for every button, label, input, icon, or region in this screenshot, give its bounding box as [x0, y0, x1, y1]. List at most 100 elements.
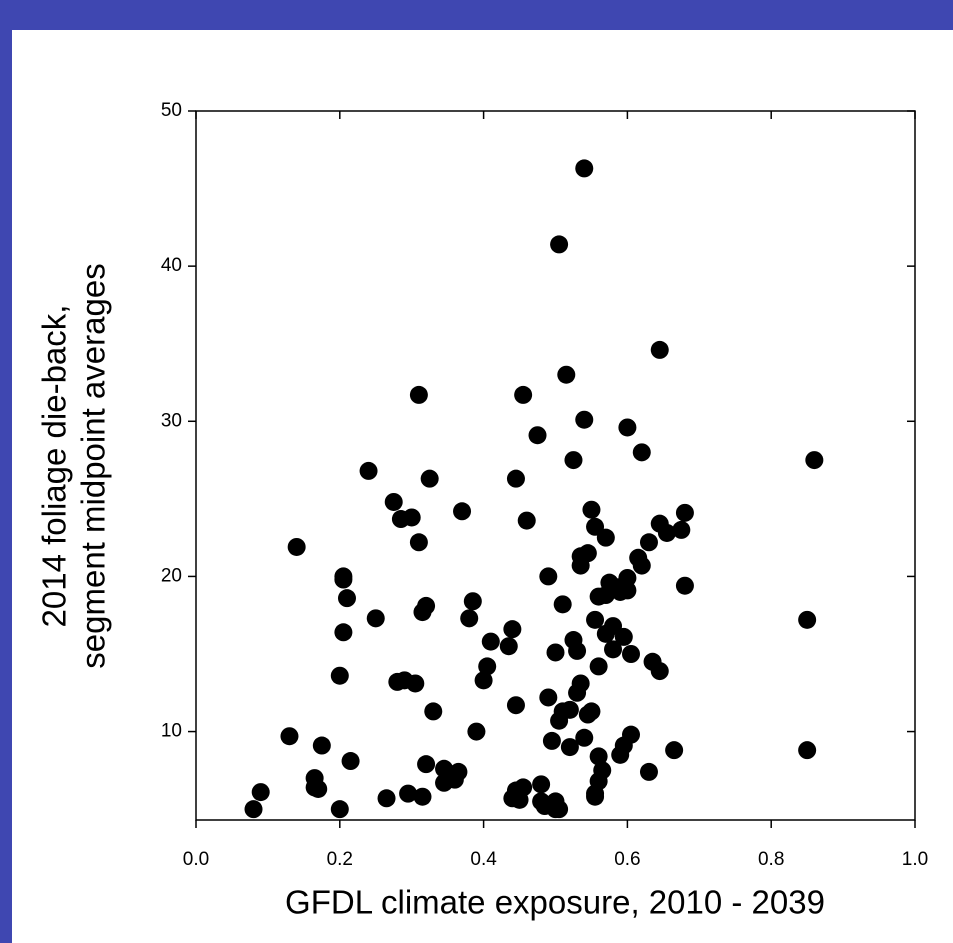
- y-tick-label: 50: [161, 100, 182, 121]
- point: [399, 784, 418, 803]
- point: [550, 235, 569, 254]
- point: [334, 567, 353, 586]
- point: [568, 641, 587, 660]
- point: [542, 731, 561, 750]
- point: [420, 469, 439, 488]
- x-tick-label: 0.4: [470, 849, 497, 870]
- point: [402, 508, 421, 527]
- point: [589, 747, 608, 766]
- point: [639, 762, 658, 781]
- point: [506, 469, 525, 488]
- point: [604, 640, 623, 659]
- point: [618, 581, 637, 600]
- point: [406, 674, 425, 693]
- point: [621, 644, 640, 663]
- point: [251, 783, 270, 802]
- point: [618, 418, 637, 437]
- point: [481, 632, 500, 651]
- point: [280, 727, 299, 746]
- point: [589, 657, 608, 676]
- point: [467, 722, 486, 741]
- point: [424, 702, 443, 721]
- point: [463, 592, 482, 611]
- point: [798, 741, 817, 760]
- point: [632, 443, 651, 462]
- chart-panel: [12, 30, 953, 943]
- point: [377, 789, 396, 808]
- plot-frame: [195, 110, 916, 821]
- point: [330, 800, 349, 819]
- point: [805, 451, 824, 470]
- point: [409, 385, 428, 404]
- point: [632, 556, 651, 575]
- y-axis-title: 2014 foliage die-back,: [36, 305, 73, 628]
- point: [553, 595, 572, 614]
- point: [575, 159, 594, 178]
- point: [582, 500, 601, 519]
- point: [330, 666, 349, 685]
- point: [409, 533, 428, 552]
- y-tick-label: 40: [161, 255, 182, 276]
- point: [578, 544, 597, 563]
- point: [550, 800, 569, 819]
- point: [539, 567, 558, 586]
- point: [532, 775, 551, 794]
- point: [650, 340, 669, 359]
- point: [639, 533, 658, 552]
- point: [499, 637, 518, 656]
- point: [453, 502, 472, 521]
- point: [517, 511, 536, 530]
- point: [341, 752, 360, 771]
- point: [506, 696, 525, 715]
- point: [575, 728, 594, 747]
- x-tick-label: 0.2: [327, 849, 353, 870]
- point: [449, 762, 468, 781]
- point: [575, 410, 594, 429]
- point: [312, 736, 331, 755]
- point: [359, 461, 378, 480]
- point: [798, 610, 817, 629]
- point: [618, 568, 637, 587]
- point: [571, 674, 590, 693]
- point: [564, 451, 583, 470]
- point: [514, 778, 533, 797]
- point: [560, 738, 579, 757]
- point: [665, 741, 684, 760]
- point: [614, 627, 633, 646]
- y-tick-label: 30: [161, 410, 182, 431]
- point: [417, 755, 436, 774]
- point: [478, 657, 497, 676]
- point: [650, 662, 669, 681]
- point: [593, 761, 612, 780]
- point: [596, 528, 615, 547]
- point: [384, 492, 403, 511]
- point: [546, 643, 565, 662]
- point: [675, 503, 694, 522]
- point: [334, 623, 353, 642]
- x-tick-label: 1.0: [902, 849, 928, 870]
- point: [560, 700, 579, 719]
- point: [621, 725, 640, 744]
- point: [474, 671, 493, 690]
- point: [337, 589, 356, 608]
- y-tick-label: 10: [161, 721, 182, 742]
- point: [366, 609, 385, 628]
- point: [417, 596, 436, 615]
- point: [514, 385, 533, 404]
- point: [309, 779, 328, 798]
- point: [413, 787, 432, 806]
- x-axis-title: GFDL climate exposure, 2010 - 2039: [285, 884, 825, 921]
- point: [557, 365, 576, 384]
- point: [460, 609, 479, 628]
- point: [528, 426, 547, 445]
- point: [539, 688, 558, 707]
- x-tick-label: 0.6: [614, 849, 640, 870]
- x-tick-label: 0.8: [758, 849, 784, 870]
- point: [582, 702, 601, 721]
- y-axis-title: segment midpoint averages: [75, 263, 112, 668]
- point: [672, 520, 691, 539]
- point: [657, 523, 676, 542]
- point: [503, 620, 522, 639]
